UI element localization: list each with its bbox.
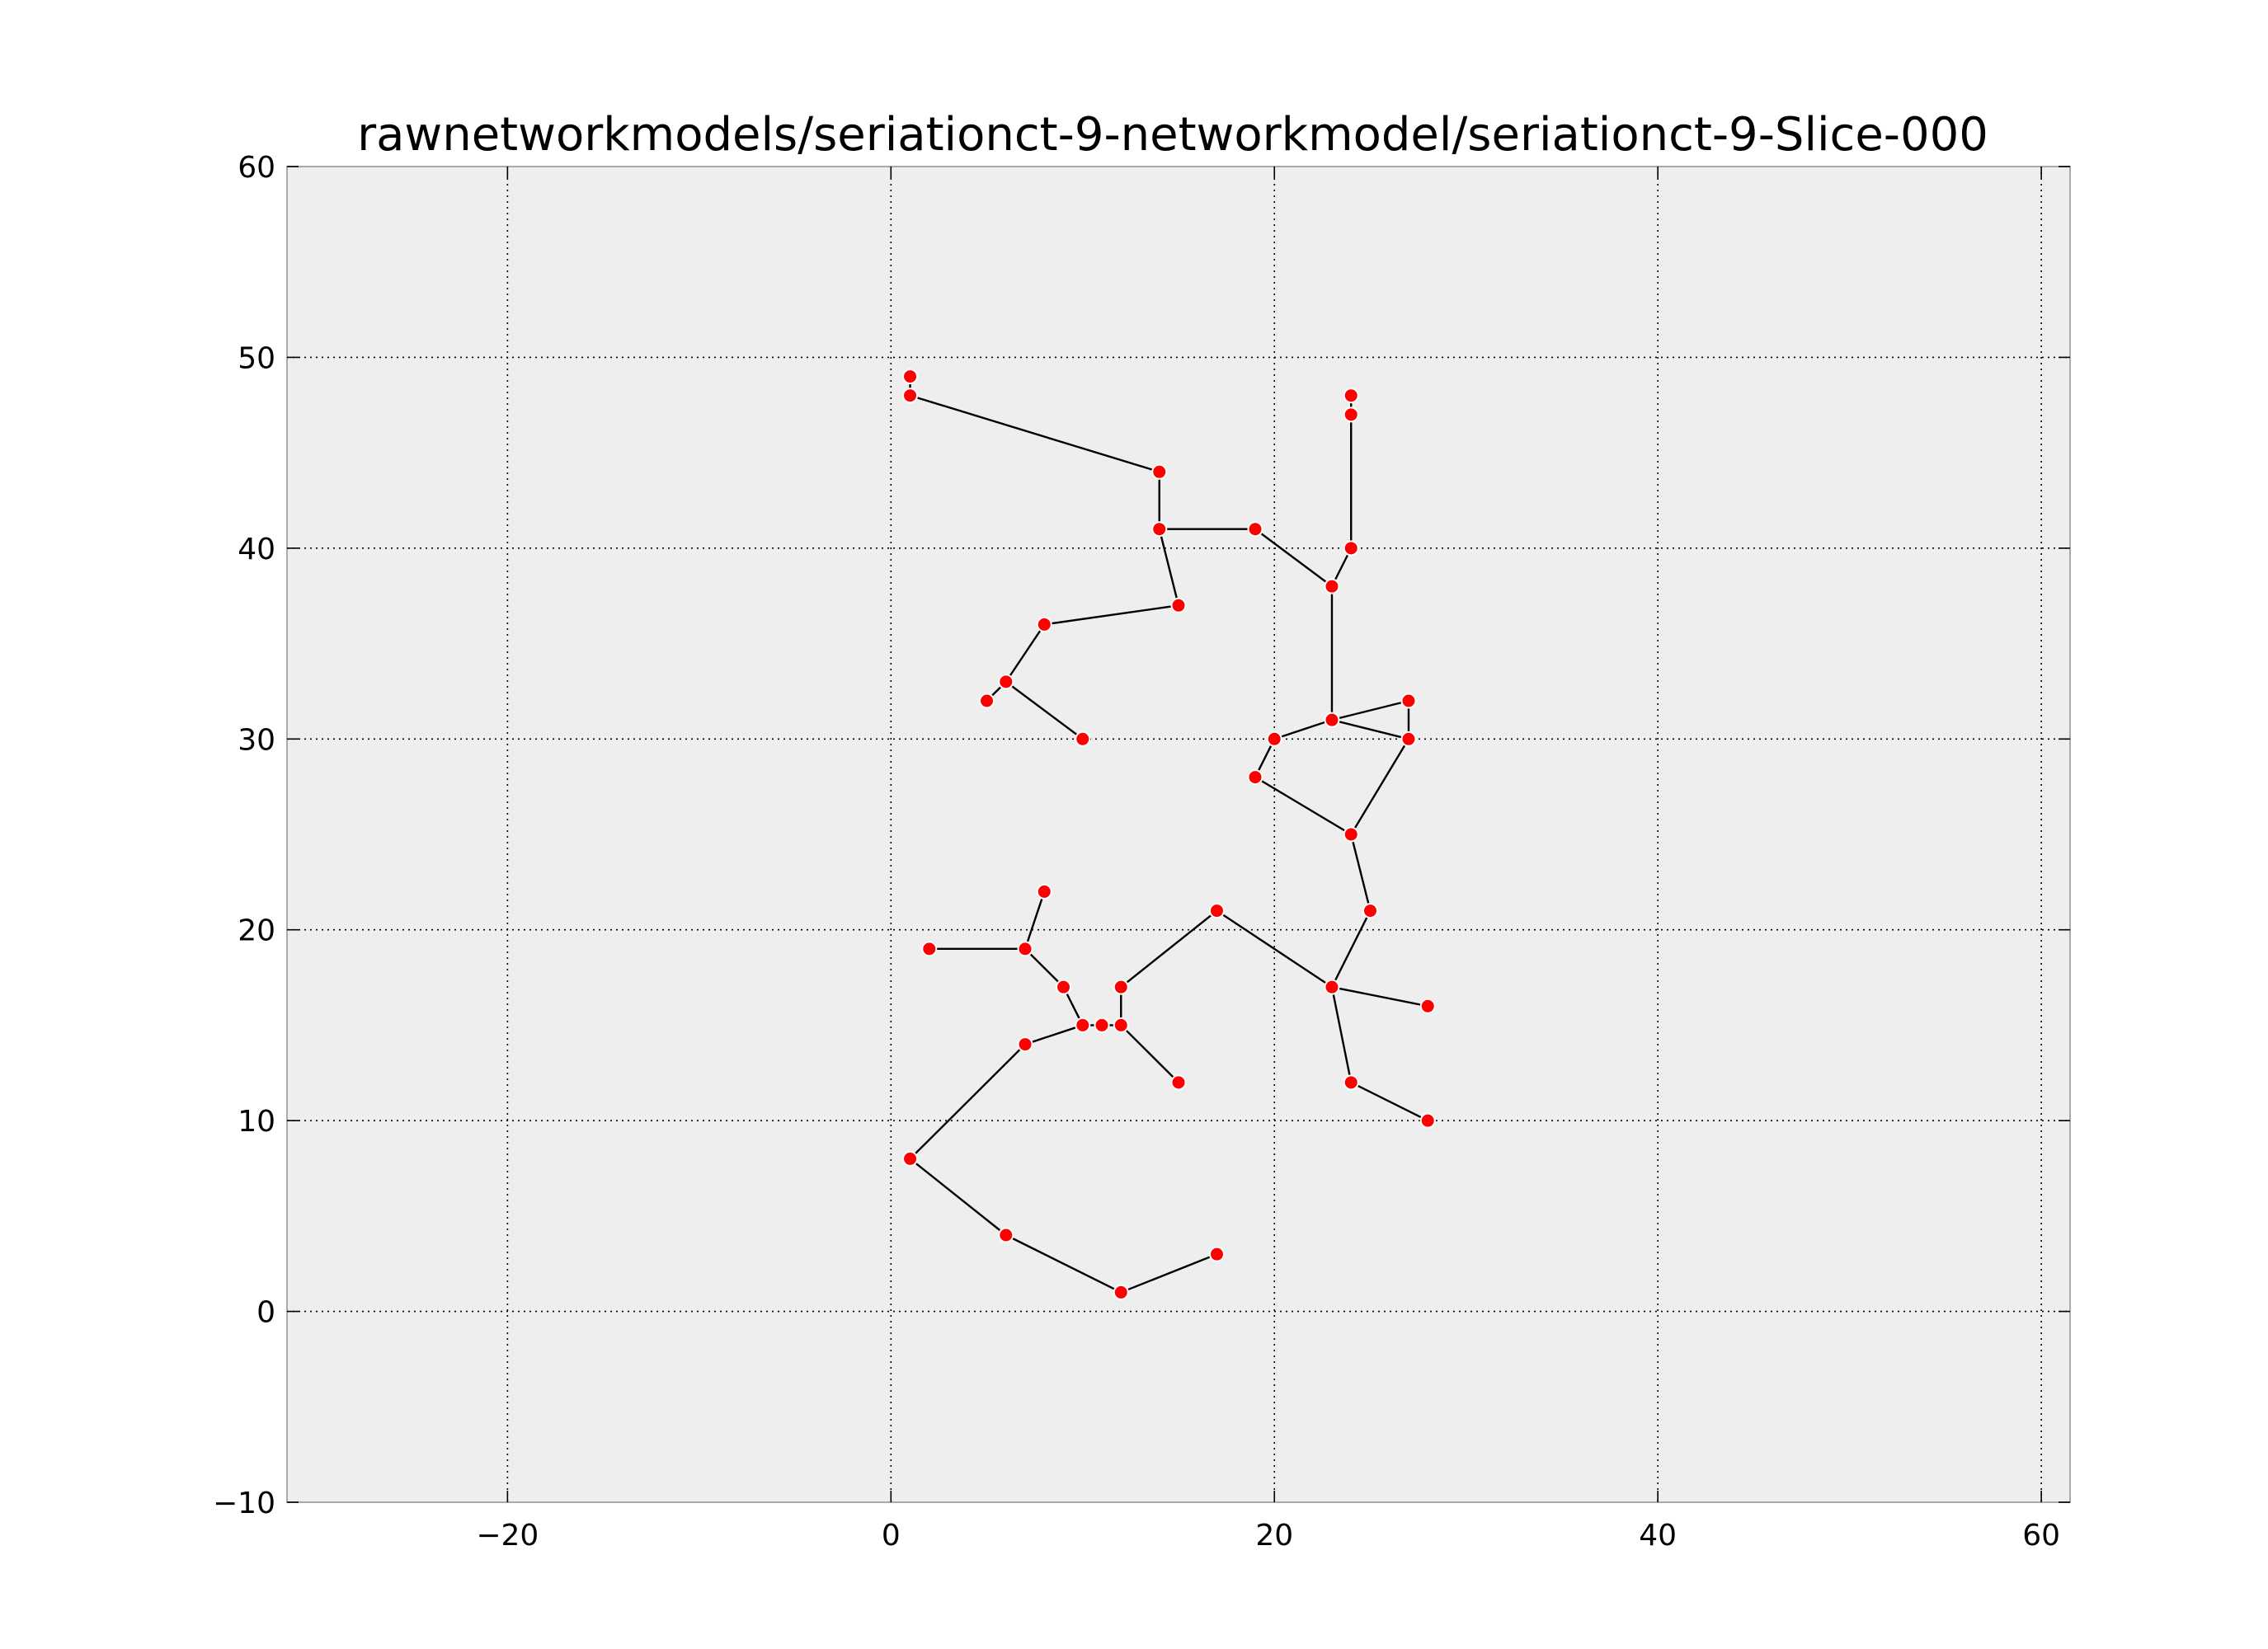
y-tick-label: −10 <box>213 1487 275 1520</box>
network-edge <box>1120 1253 1217 1294</box>
x-tick-label: −20 <box>476 1519 539 1553</box>
network-node <box>1170 1074 1187 1091</box>
network-node <box>1400 693 1417 709</box>
network-edge <box>1254 528 1333 588</box>
network-node <box>1266 731 1282 747</box>
network-node <box>1400 731 1417 747</box>
network-node <box>1343 406 1359 423</box>
x-tick-label: 40 <box>1639 1519 1677 1553</box>
network-edge <box>1024 948 1065 988</box>
network-edge <box>1330 910 1372 988</box>
network-node <box>1324 578 1340 594</box>
network-node <box>1151 521 1168 538</box>
y-tick-label: 30 <box>238 723 275 757</box>
network-edge <box>1330 986 1353 1083</box>
network-node <box>1170 597 1187 613</box>
network-node <box>1208 903 1225 919</box>
network-edge <box>1024 1024 1084 1045</box>
x-tick-label: 20 <box>1255 1519 1293 1553</box>
y-tick-label: 50 <box>238 341 275 375</box>
network-edge <box>1331 718 1409 740</box>
network-node <box>1247 521 1263 538</box>
network-edge <box>1350 1081 1428 1122</box>
network-edge <box>1044 604 1179 626</box>
y-tick-label: 20 <box>238 914 275 948</box>
network-node <box>1362 903 1378 919</box>
network-edge <box>1350 834 1372 911</box>
network-nodes <box>902 369 1436 1300</box>
network-edge <box>1023 891 1046 950</box>
network-edge <box>909 1043 1026 1160</box>
network-node <box>1343 388 1359 404</box>
network-edge <box>1005 1233 1122 1294</box>
network-node <box>1036 883 1052 900</box>
network-node <box>1113 979 1129 995</box>
network-edges <box>909 376 1428 1294</box>
network-node <box>1113 1284 1129 1300</box>
network-edge <box>909 1158 1007 1236</box>
network-edge <box>1350 738 1409 835</box>
network-node <box>1056 979 1072 995</box>
plot-frame <box>286 166 2071 1503</box>
y-tick-label: 0 <box>256 1296 275 1330</box>
network-edge <box>1005 680 1084 740</box>
network-edge <box>1273 719 1333 740</box>
network-node <box>1419 1112 1436 1129</box>
chart-title: rawnetworkmodels/seriationct-9-networkmo… <box>357 108 1988 162</box>
network-node <box>1113 1017 1129 1033</box>
network-node <box>1324 712 1340 728</box>
network-node <box>979 693 995 709</box>
network-node <box>1017 1036 1033 1053</box>
network-edge <box>1216 909 1333 989</box>
network-node <box>902 388 919 404</box>
network-edge <box>1158 529 1180 606</box>
network-node <box>921 941 938 957</box>
network-node <box>902 1150 919 1167</box>
axis-tick-labels: −20 0 20 40 60 −10 0 10 20 30 40 50 60 <box>213 151 2060 1553</box>
network-node <box>1208 1246 1225 1262</box>
y-tick-label: 60 <box>238 151 275 185</box>
network-edge <box>1120 1024 1179 1083</box>
network-edge <box>1254 776 1352 836</box>
y-tick-label: 10 <box>238 1105 275 1139</box>
network-node <box>1094 1017 1110 1033</box>
network-node <box>998 674 1014 690</box>
x-tick-label: 0 <box>882 1519 901 1553</box>
network-node <box>1075 1017 1091 1033</box>
plot-area <box>287 167 2070 1502</box>
network-node <box>1036 616 1052 632</box>
x-tick-label: 60 <box>2022 1519 2060 1553</box>
network-edge <box>1005 623 1046 683</box>
network-node <box>998 1227 1014 1243</box>
network-node <box>1419 998 1436 1014</box>
network-node <box>1151 463 1168 480</box>
network-node <box>1343 540 1359 557</box>
network-edge <box>910 394 1160 473</box>
network-edge <box>1120 909 1218 989</box>
network-node <box>902 369 919 385</box>
network-edge <box>1331 985 1428 1008</box>
y-tick-label: 40 <box>238 533 275 566</box>
network-node <box>1075 731 1091 747</box>
network-node <box>1343 1074 1359 1091</box>
network-node <box>1017 941 1033 957</box>
network-node <box>1247 769 1263 786</box>
network-node <box>1324 979 1340 995</box>
network-node <box>1343 826 1359 843</box>
axis-ticks <box>287 166 2070 1503</box>
network-edge <box>1331 699 1409 721</box>
